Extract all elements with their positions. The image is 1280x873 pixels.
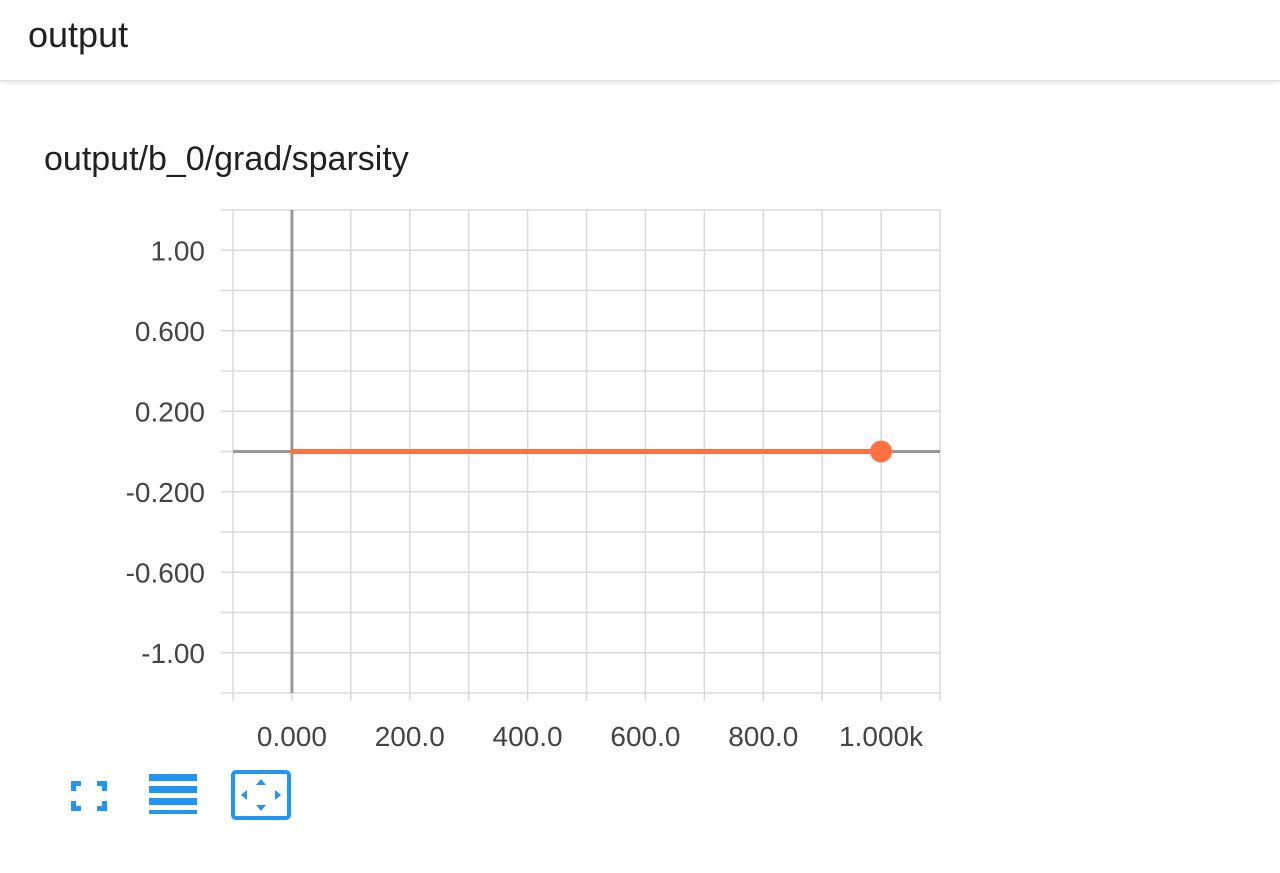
menu-lines-icon <box>149 774 197 814</box>
y-tick-label: -0.200 <box>126 477 205 508</box>
chart-toolbar <box>60 770 300 820</box>
toggle-log-scale-button[interactable] <box>144 770 202 820</box>
fit-domain-button[interactable] <box>230 770 292 820</box>
series-layer <box>289 440 893 463</box>
tick-labels: 1.00 0.600 0.200 -0.200 -0.600 -1.00 0.000 200.… <box>126 235 925 752</box>
fullscreen-button[interactable] <box>60 770 118 820</box>
x-tick-label: 800.0 <box>728 721 798 752</box>
x-tick-label: 1.000k <box>839 721 924 752</box>
page-title: output <box>28 14 129 55</box>
grid-layer <box>221 209 941 701</box>
y-tick-label: -1.00 <box>141 638 205 669</box>
series-endpoint <box>870 440 893 463</box>
x-tick-label: 200.0 <box>375 721 445 752</box>
x-tick-label: 400.0 <box>493 721 563 752</box>
x-tick-label: 0.000 <box>257 721 327 752</box>
chart-title: output/b_0/grad/sparsity <box>44 140 409 178</box>
y-tick-label: 1.00 <box>151 235 206 266</box>
header-bar: output <box>0 0 1280 81</box>
y-tick-label: 0.600 <box>135 316 205 347</box>
fit-domain-icon <box>231 770 291 820</box>
fullscreen-icon <box>71 781 107 811</box>
y-tick-label: 0.200 <box>135 396 205 427</box>
x-tick-label: 600.0 <box>610 721 680 752</box>
y-tick-label: -0.600 <box>126 557 205 588</box>
